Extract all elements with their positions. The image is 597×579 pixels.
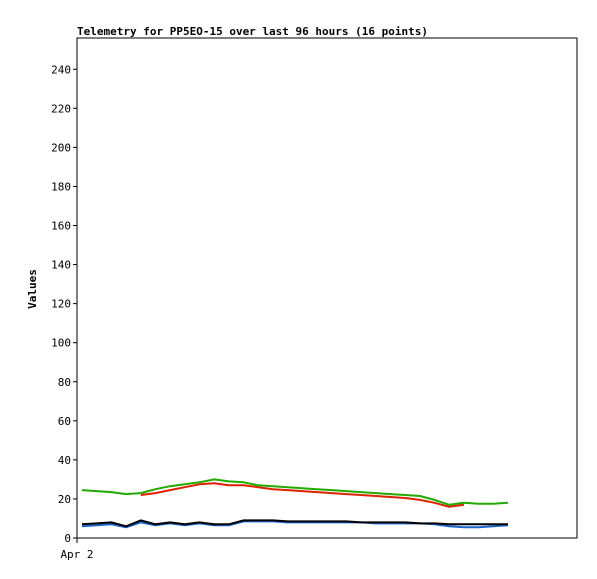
series-line-3 [140,482,465,508]
y-tick-label: 200 [51,141,71,154]
y-tick-label: 220 [51,102,71,115]
y-axis-label: Values [26,269,39,309]
x-tick-label: Apr 2 [60,548,93,561]
y-tick-label: 20 [58,493,71,506]
series-line-4 [81,478,509,506]
x-axis: Apr 2 [60,538,94,561]
y-tick-label: 100 [51,337,71,350]
y-tick-label: 40 [58,454,71,467]
y-tick-label: 160 [51,220,71,233]
y-tick-label: 120 [51,298,71,311]
y-tick-label: 60 [58,415,71,428]
series-line-2 [81,519,508,528]
plot-frame [76,37,578,539]
y-axis: 0 20 40 60 80 100 120 140 160 180 200 220 240 [51,63,77,545]
y-tick-label: 140 [51,259,71,272]
y-tick-label: 0 [64,532,71,545]
y-tick-label: 180 [51,180,71,193]
y-tick-label: 80 [58,376,71,389]
chart-title: Telemetry for PP5EO-15 over last 96 hour… [77,25,428,38]
series-layer [81,478,509,529]
y-tick-label: 240 [51,63,71,76]
